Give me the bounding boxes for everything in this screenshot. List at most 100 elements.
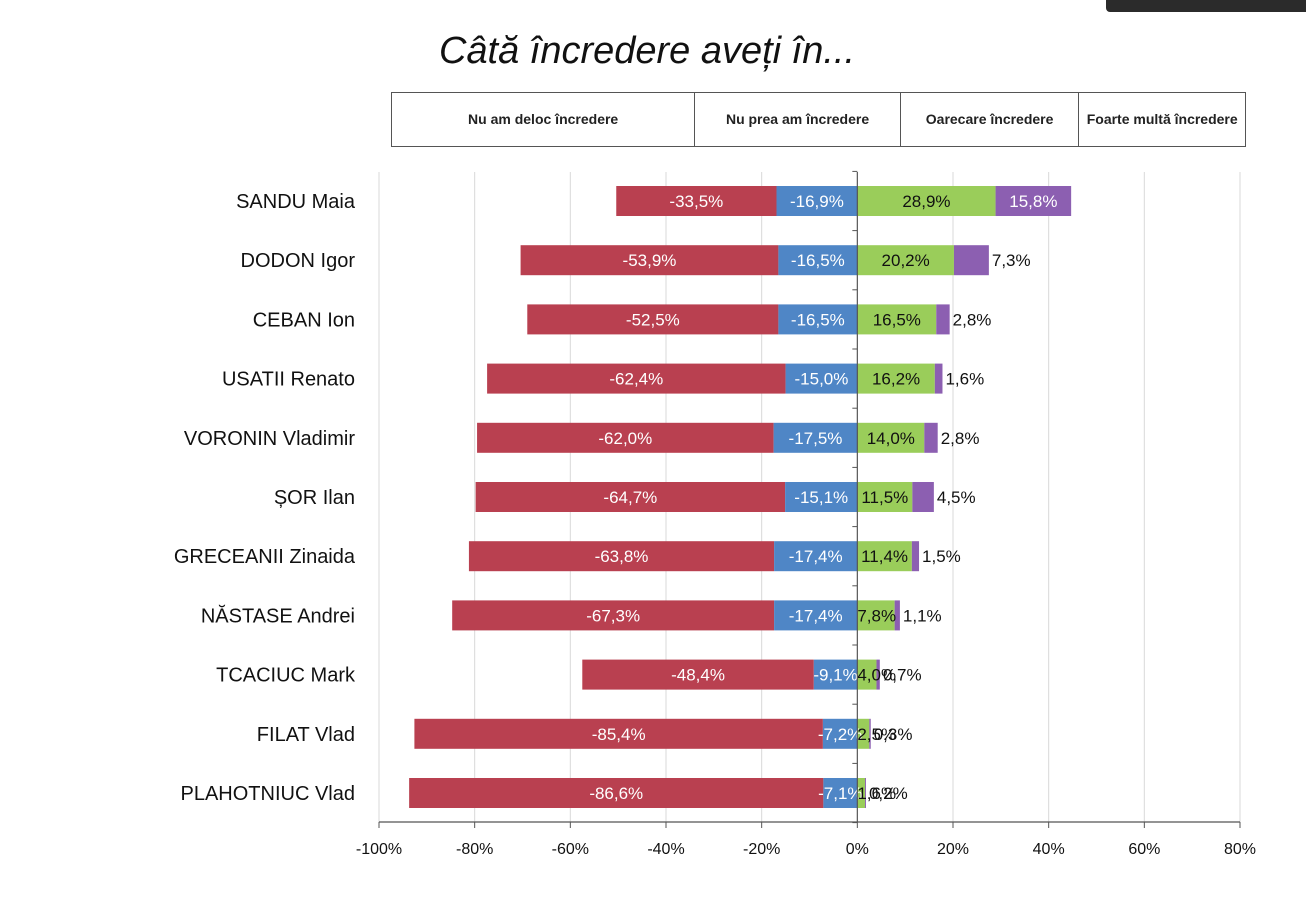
data-label: -53,9%	[623, 251, 677, 270]
category-label: TCACIUC Mark	[216, 665, 356, 687]
data-label: -16,9%	[790, 192, 844, 211]
chart-title: Câtă încredere aveți în...	[438, 30, 856, 72]
data-label: -52,5%	[626, 310, 680, 329]
data-label: -62,0%	[598, 429, 652, 448]
bar-segment	[857, 363, 935, 394]
bar-segment	[912, 482, 934, 512]
category-label: FILAT Vlad	[257, 724, 355, 746]
category-label: VORONIN Vladimir	[184, 428, 355, 450]
data-label: 20,2%	[882, 251, 930, 270]
x-tick-label: 60%	[1128, 841, 1160, 858]
data-label: -16,5%	[791, 251, 845, 270]
bar-segment	[468, 541, 775, 572]
data-label: -17,4%	[789, 547, 843, 566]
bar-segment	[857, 718, 870, 749]
bar-segment	[857, 482, 913, 512]
bar-segment	[785, 363, 858, 394]
data-label: -85,4%	[592, 725, 646, 744]
bar-segment	[857, 422, 925, 453]
bar-segment	[778, 245, 858, 276]
bar-segment	[995, 186, 1072, 216]
category-label: GRECEANII Zinaida	[174, 546, 356, 568]
x-tick-label: -20%	[743, 841, 780, 858]
bar-segment	[924, 422, 938, 453]
bar-segment	[477, 422, 774, 453]
data-label: 4,5%	[937, 488, 976, 507]
legend: Nu am deloc încredere Nu prea am încrede…	[391, 92, 1246, 147]
bar-segment	[857, 304, 937, 335]
data-label: -17,4%	[789, 606, 843, 625]
data-label: 1,1%	[903, 606, 942, 625]
x-tick-label: 20%	[937, 841, 969, 858]
data-label: -48,4%	[671, 666, 725, 685]
data-label: 16,2%	[872, 370, 920, 389]
x-tick-label: -100%	[356, 841, 402, 858]
bar-segment	[785, 482, 858, 512]
bar-segment	[773, 422, 858, 453]
data-label: -7,1%	[818, 784, 862, 803]
legend-item-none: Nu am deloc încredere	[392, 93, 696, 146]
bar-segment	[409, 778, 824, 808]
bar-segment	[520, 245, 779, 276]
bar-segment	[857, 659, 877, 690]
data-label: 14,0%	[867, 429, 915, 448]
data-label: 7,8%	[857, 606, 896, 625]
bar-segment	[778, 304, 858, 335]
bar-segment	[616, 186, 777, 216]
data-label: -7,2%	[818, 725, 862, 744]
category-label: ȘOR Ilan	[274, 487, 355, 509]
category-label: DODON Igor	[241, 250, 356, 272]
data-label: 4,0%	[857, 666, 896, 685]
bar-segment	[934, 363, 943, 394]
category-label: CEBAN Ion	[253, 309, 355, 331]
category-label: SANDU Maia	[236, 191, 356, 213]
x-tick-label: 40%	[1033, 841, 1065, 858]
bar-segment	[911, 541, 920, 572]
legend-item-much: Foarte multă încredere	[1086, 110, 1238, 127]
bar-segment	[869, 718, 871, 749]
bar-segment	[452, 600, 775, 631]
data-label: 1,6%	[945, 370, 984, 389]
x-tick-label: 80%	[1224, 841, 1256, 858]
category-label: PLAHOTNIUC Vlad	[181, 783, 356, 805]
data-label: 2,5%	[857, 725, 896, 744]
data-label: 11,4%	[861, 547, 908, 566]
data-label: 2,8%	[941, 429, 980, 448]
bar-segment	[475, 482, 786, 512]
data-label: 0,7%	[883, 666, 922, 685]
x-tick-label: 0%	[846, 841, 869, 858]
data-label: -15,1%	[794, 488, 848, 507]
bar-segment	[776, 186, 858, 216]
data-label: 1,5%	[922, 547, 961, 566]
category-label: NĂSTASE Andrei	[201, 604, 355, 627]
data-label: -86,6%	[589, 784, 643, 803]
data-label: -33,5%	[669, 192, 723, 211]
bar-segment	[582, 659, 814, 690]
bar-segment	[876, 659, 880, 690]
data-label: 16,5%	[873, 310, 921, 329]
x-tick-label: -60%	[552, 841, 589, 858]
bar-segment	[414, 718, 823, 749]
x-tick-label: -80%	[456, 841, 493, 858]
data-label: 1,6%	[857, 784, 896, 803]
data-label: 0,2%	[869, 784, 908, 803]
bar-segment	[813, 659, 858, 690]
bar-segment	[857, 245, 954, 276]
data-label: 2,8%	[953, 310, 992, 329]
bar-segment	[487, 363, 786, 394]
x-tick-label: -40%	[647, 841, 684, 858]
bar-segment	[857, 186, 996, 216]
data-label: -9,1%	[813, 666, 857, 685]
legend-item-some: Oarecare încredere	[901, 93, 1080, 146]
data-label: -64,7%	[603, 488, 657, 507]
data-label: -62,4%	[609, 370, 663, 389]
bar-segment	[864, 778, 866, 808]
data-label: 28,9%	[902, 192, 950, 211]
data-label: -15,0%	[795, 370, 849, 389]
bar-segment	[857, 600, 895, 631]
bar-segment	[857, 778, 865, 808]
data-label: -63,8%	[595, 547, 649, 566]
data-label: -17,5%	[789, 429, 843, 448]
bar-segment	[953, 245, 989, 276]
